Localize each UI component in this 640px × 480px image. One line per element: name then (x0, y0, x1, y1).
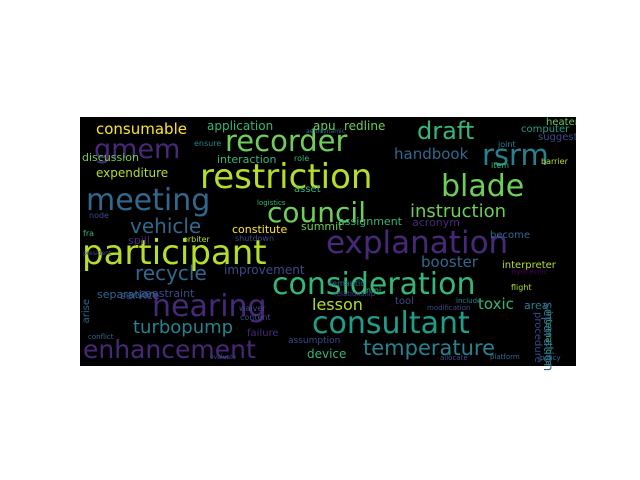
word-interpreter: become (490, 230, 531, 241)
word-consumable: consumable (96, 120, 187, 138)
word-shutdown: shutdown (235, 234, 275, 243)
word-acronym: assignment (338, 215, 402, 228)
word-tool: area (524, 299, 549, 312)
word-recycle: recycle (135, 261, 207, 285)
word-orbiter: orbiter (183, 235, 210, 244)
word-draft: draft (417, 117, 475, 145)
word-consultant: consultant (312, 306, 470, 341)
word-failure: interpreter (502, 260, 556, 271)
word-participant: participant (82, 233, 267, 273)
word-application: application (207, 119, 274, 133)
word-computer: suggest (538, 132, 576, 143)
word-instruction: instruction (410, 201, 507, 222)
word-discussion: service (120, 289, 160, 302)
word-modification: modification (427, 304, 471, 312)
word-conflict: conflict (88, 333, 114, 341)
word-become: spill (128, 234, 150, 247)
word-service: separation (97, 288, 156, 301)
word-waiver: waiver (239, 304, 266, 313)
word-interaction: interaction (217, 153, 277, 166)
word-recorder: recorder (225, 124, 348, 158)
word-nmi: nmi (366, 286, 382, 295)
word-consideration: consideration (272, 267, 476, 302)
word-separation: separation (540, 302, 555, 372)
word-hearing: hearing (152, 289, 267, 324)
word-expenditure: expenditure (96, 166, 169, 180)
word-blade: blade (441, 169, 525, 204)
word-meeting: meeting (86, 183, 211, 218)
word-assumption: failure (247, 328, 279, 339)
word-ensure: ensure (194, 139, 222, 148)
word-relationship: relationship (334, 290, 376, 298)
word-policy: policy (540, 354, 561, 362)
word-channel: assumption (288, 336, 341, 346)
word-heater: computer (521, 124, 570, 135)
word-assignment: discussion (82, 151, 140, 164)
word-platform: platform (490, 353, 520, 361)
word-logistics: logistics (257, 199, 286, 207)
word-booster: booster (421, 253, 478, 271)
word-international: international (543, 311, 553, 366)
word-enhancement: enhancement (83, 335, 256, 364)
word-flight: flight (511, 283, 532, 292)
word-toxic: toxic (478, 295, 514, 313)
word-lesson: lesson (312, 295, 363, 314)
word-device: device (307, 347, 347, 361)
word-include: include (456, 297, 482, 305)
word-joint: joint (498, 140, 516, 149)
word-aerodynamic: aerodynamic (306, 128, 346, 135)
word-temperature: temperature (363, 336, 495, 360)
word-fra: fra (83, 229, 95, 238)
word-apu: apu (313, 119, 336, 133)
word-evaluate: evaluate (210, 354, 237, 361)
word-vehicle: vehicle (130, 214, 202, 238)
word-improvement: improvement (224, 263, 305, 277)
word-redline: redline (344, 119, 386, 133)
word-handbook: handbook (394, 145, 469, 163)
word-turbopump: turbopump (133, 317, 234, 338)
word-arise: arise (81, 299, 92, 324)
word-node: node (89, 211, 109, 220)
word-suggest: acronym (412, 216, 460, 229)
word-item: item (491, 161, 510, 170)
word-restriction: restriction (200, 157, 373, 197)
word-semantic: semantic (328, 279, 365, 288)
word-spill: summit (301, 220, 343, 233)
word-area: heater (546, 117, 576, 128)
word-procedure: procedure (532, 312, 543, 363)
word-rsrm: rsrm (482, 138, 549, 172)
word-president: president (83, 250, 112, 257)
word-hydraulic: hydraulic (511, 267, 548, 276)
word-constraint: constraint (139, 287, 195, 300)
word-barrier: barrier (541, 157, 568, 166)
word-role: role (294, 154, 310, 163)
word-asset: tool (395, 296, 414, 307)
word-constitute: asset (294, 184, 321, 195)
word-summit: constitute (232, 223, 288, 236)
word-explanation: explanation (326, 225, 509, 261)
word-gmem: gmem (94, 134, 181, 165)
word-cloud: restriction participant consideration ex… (80, 117, 576, 366)
word-council: council (267, 196, 366, 229)
word-content: content (240, 313, 271, 322)
word-allocate: allocate (440, 354, 468, 362)
